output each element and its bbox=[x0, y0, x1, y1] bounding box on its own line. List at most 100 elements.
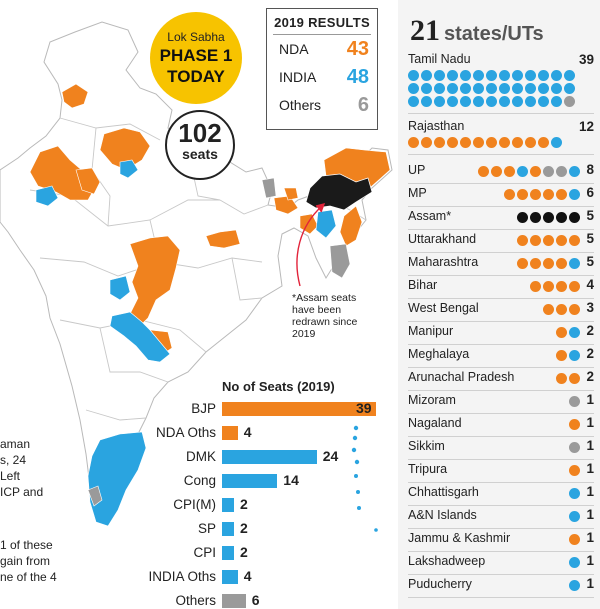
rajasthan-region-2 bbox=[75, 167, 101, 195]
bar-value-label: 2 bbox=[240, 520, 248, 536]
seat-dot bbox=[408, 83, 419, 94]
assam-note: *Assam seats have been redrawn since 201… bbox=[292, 292, 358, 340]
bar-value-label: 2 bbox=[240, 544, 248, 560]
seat-dot bbox=[478, 166, 489, 177]
seat-dot bbox=[512, 70, 523, 81]
seat-dot bbox=[530, 258, 541, 269]
seat-dot bbox=[538, 137, 549, 148]
state-dots bbox=[556, 373, 580, 384]
india-map bbox=[0, 21, 393, 532]
seats-label: seats bbox=[182, 146, 218, 162]
state-row: Meghalaya 2 bbox=[408, 344, 594, 368]
state-row: Mizoram 1 bbox=[408, 390, 594, 414]
seat-dot bbox=[538, 70, 549, 81]
seat-dot bbox=[434, 137, 445, 148]
edge-text-line: aman bbox=[0, 437, 31, 451]
seats-chart-title: No of Seats (2019) bbox=[222, 379, 335, 394]
seat-dot bbox=[525, 96, 536, 107]
assam-region bbox=[305, 173, 373, 211]
state-row: Assam* 5 bbox=[408, 206, 594, 230]
state-dots bbox=[517, 212, 580, 223]
seat-dot bbox=[551, 96, 562, 107]
seat-dot bbox=[447, 83, 458, 94]
state-dots bbox=[569, 511, 580, 522]
seat-dot bbox=[543, 281, 554, 292]
seat-dot bbox=[569, 166, 580, 177]
seat-dot bbox=[525, 83, 536, 94]
rajasthan-india-region bbox=[35, 185, 59, 207]
state-dots bbox=[569, 580, 580, 591]
seat-dot bbox=[408, 137, 419, 148]
seat-dot bbox=[569, 235, 580, 246]
state-row: Puducherry 1 bbox=[408, 574, 594, 598]
nda-regions bbox=[29, 83, 391, 357]
seat-dot bbox=[447, 137, 458, 148]
state-dots bbox=[517, 235, 580, 246]
bar-category-label: SP bbox=[197, 521, 216, 536]
results-row-label: NDA bbox=[279, 41, 309, 57]
seat-dot bbox=[530, 212, 541, 223]
states-panel: 21 states/UTs Tamil Nadu 39 Rajasthan 12 UP 8 M… bbox=[398, 0, 600, 609]
state-dots bbox=[408, 70, 584, 107]
seat-dot bbox=[543, 166, 554, 177]
state-row: Arunachal Pradesh 2 bbox=[408, 367, 594, 391]
seat-bar bbox=[222, 498, 234, 512]
seat-dot bbox=[525, 137, 536, 148]
state-seat-count: 39 bbox=[578, 52, 594, 67]
state-name: Lakshadweep bbox=[408, 554, 486, 568]
seat-dot bbox=[504, 189, 515, 200]
states-count: 21 bbox=[410, 14, 440, 47]
seat-dot bbox=[517, 235, 528, 246]
seat-dot bbox=[543, 258, 554, 269]
results-row-label: INDIA bbox=[279, 69, 317, 85]
seat-dot bbox=[473, 137, 484, 148]
jammu-kashmir-region bbox=[61, 83, 89, 109]
edge-text-line: ne of the 4 bbox=[0, 570, 57, 584]
phase-badge: Lok Sabha PHASE 1 TODAY bbox=[150, 12, 242, 104]
manipur-region bbox=[339, 205, 363, 247]
results-row-value: 48 bbox=[346, 65, 369, 88]
seat-dot bbox=[556, 304, 567, 315]
seat-dot bbox=[434, 96, 445, 107]
state-row: Maharashtra 5 bbox=[408, 252, 594, 276]
seat-dot bbox=[569, 350, 580, 361]
seat-dot bbox=[421, 70, 432, 81]
seat-dot bbox=[486, 83, 497, 94]
sikkim-region bbox=[283, 187, 299, 201]
state-name: A&N Islands bbox=[408, 508, 477, 522]
state-name: Meghalaya bbox=[408, 347, 470, 361]
seat-dot bbox=[569, 396, 580, 407]
seat-dot bbox=[551, 137, 562, 148]
seat-dot bbox=[543, 235, 554, 246]
state-row: A&N Islands 1 bbox=[408, 505, 594, 529]
seat-dot bbox=[504, 166, 515, 177]
state-dots bbox=[517, 258, 580, 269]
state-name: Maharashtra bbox=[408, 255, 479, 269]
seat-dot bbox=[486, 96, 497, 107]
bar-category-label: CPI bbox=[193, 545, 216, 560]
state-seat-count: 1 bbox=[586, 415, 594, 430]
state-seat-count: 2 bbox=[586, 346, 594, 361]
seat-dot bbox=[569, 534, 580, 545]
edge-text-line: Left bbox=[0, 469, 21, 483]
edge-text-line: gain from bbox=[0, 554, 51, 568]
seat-bar bbox=[222, 402, 376, 416]
state-dots bbox=[569, 557, 580, 568]
mp-maharashtra-region bbox=[129, 235, 181, 331]
seat-dot bbox=[556, 189, 567, 200]
tn-others-region bbox=[87, 485, 103, 507]
state-row: Rajasthan 12 bbox=[408, 119, 594, 155]
seat-bar bbox=[222, 426, 238, 440]
bar-category-label: CPI(M) bbox=[173, 497, 216, 512]
state-name: Jammu & Kashmir bbox=[408, 531, 511, 545]
state-seat-count: 1 bbox=[586, 576, 594, 591]
state-row: Manipur 2 bbox=[408, 321, 594, 345]
state-name: Bihar bbox=[408, 278, 438, 292]
state-row: Tamil Nadu 39 bbox=[408, 52, 594, 114]
seat-dot bbox=[564, 83, 575, 94]
state-seat-count: 1 bbox=[586, 553, 594, 568]
badge-line2: TODAY bbox=[167, 67, 225, 86]
results-row: Others 6 bbox=[267, 91, 377, 119]
states-label: states/UTs bbox=[444, 23, 544, 45]
bar-value-label: 4 bbox=[243, 568, 252, 584]
